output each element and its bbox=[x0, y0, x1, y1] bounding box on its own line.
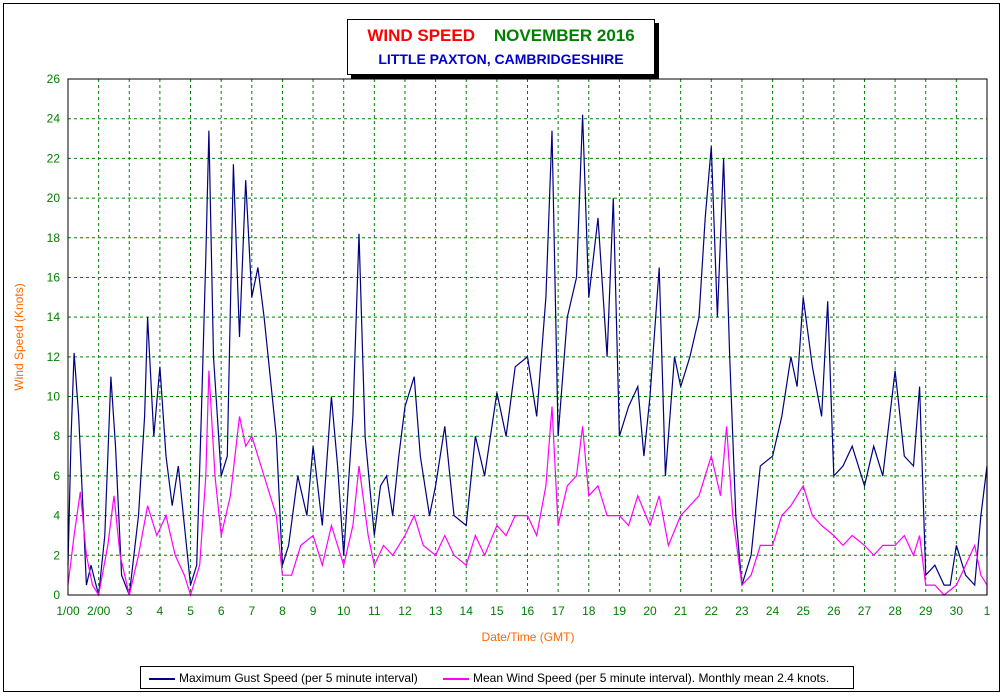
x-tick-label: 11 bbox=[368, 604, 381, 618]
y-tick-label: 10 bbox=[47, 390, 61, 404]
y-tick-label: 24 bbox=[47, 112, 61, 126]
x-tick-label: 22 bbox=[705, 604, 719, 618]
x-tick-label: 4 bbox=[157, 604, 164, 618]
y-tick-label: 12 bbox=[47, 350, 61, 364]
x-tick-label: 16 bbox=[521, 604, 535, 618]
x-tick-label: 30 bbox=[950, 604, 964, 618]
x-tick-label: 20 bbox=[643, 604, 657, 618]
x-tick-label: 21 bbox=[674, 604, 688, 618]
x-tick-label: 1 bbox=[984, 604, 991, 618]
x-tick-label: 17 bbox=[551, 604, 565, 618]
x-tick-label: 15 bbox=[490, 604, 504, 618]
x-tick-label: 13 bbox=[429, 604, 443, 618]
legend-label-mean: Mean Wind Speed (per 5 minute interval).… bbox=[473, 671, 830, 685]
y-tick-label: 14 bbox=[47, 310, 61, 324]
x-tick-label: 12 bbox=[398, 604, 412, 618]
chart-subtitle: LITTLE PAXTON, CAMBRIDGESHIRE bbox=[378, 51, 624, 67]
y-tick-label: 8 bbox=[53, 429, 60, 443]
y-tick-label: 20 bbox=[47, 191, 61, 205]
x-tick-label: 5 bbox=[187, 604, 194, 618]
x-tick-label: 1/00 bbox=[56, 604, 80, 618]
y-tick-label: 18 bbox=[47, 231, 61, 245]
legend-swatch-mean bbox=[443, 677, 469, 680]
chart-title: WIND SPEED NOVEMBER 2016 bbox=[348, 26, 654, 46]
x-tick-label: 6 bbox=[218, 604, 225, 618]
gust-series-line bbox=[67, 114, 988, 596]
x-tick-label: 14 bbox=[460, 604, 474, 618]
title-box: WIND SPEED NOVEMBER 2016 LITTLE PAXTON, … bbox=[347, 19, 655, 75]
x-tick-label: 28 bbox=[888, 604, 902, 618]
x-tick-labels: 1/00 2/00 3 4 5 6 7 8 9 10 11 12 13 14 15 16 17 18 19 20 21 2… bbox=[56, 604, 990, 618]
x-tick-label: 29 bbox=[919, 604, 933, 618]
legend-label-gust: Maximum Gust Speed (per 5 minute interva… bbox=[179, 671, 418, 685]
legend: Maximum Gust Speed (per 5 minute interva… bbox=[140, 666, 854, 689]
title-month: NOVEMBER 2016 bbox=[493, 26, 635, 45]
x-tick-label: 3 bbox=[126, 604, 133, 618]
y-tick-label: 26 bbox=[47, 72, 61, 86]
y-tick-label: 4 bbox=[53, 509, 60, 523]
y-tick-label: 16 bbox=[47, 270, 61, 284]
x-tick-label: 18 bbox=[582, 604, 596, 618]
x-tick-label: 19 bbox=[613, 604, 627, 618]
x-axis-title: Date/Time (GMT) bbox=[482, 630, 575, 644]
x-tick-label: 8 bbox=[279, 604, 286, 618]
y-tick-label: 22 bbox=[47, 151, 61, 165]
legend-swatch-gust bbox=[149, 677, 175, 680]
x-tick-label: 24 bbox=[766, 604, 780, 618]
y-tick-label: 6 bbox=[53, 469, 60, 483]
x-tick-label: 7 bbox=[248, 604, 255, 618]
legend-item-mean: Mean Wind Speed (per 5 minute interval).… bbox=[443, 671, 829, 685]
series-layer bbox=[67, 114, 988, 598]
title-wind-speed: WIND SPEED bbox=[367, 26, 475, 45]
y-tick-label: 0 bbox=[53, 588, 60, 602]
x-tick-label: 10 bbox=[337, 604, 351, 618]
x-tick-label: 26 bbox=[827, 604, 841, 618]
x-tick-label: 27 bbox=[858, 604, 872, 618]
x-tick-label: 2/00 bbox=[87, 604, 111, 618]
plot-border bbox=[67, 78, 988, 596]
legend-item-gust: Maximum Gust Speed (per 5 minute interva… bbox=[149, 671, 418, 685]
x-tick-label: 23 bbox=[735, 604, 749, 618]
mean-series-line bbox=[67, 370, 988, 598]
x-tick-label: 9 bbox=[310, 604, 317, 618]
y-tick-label: 2 bbox=[53, 548, 60, 562]
y-axis-title: Wind Speed (Knots) bbox=[12, 283, 26, 390]
x-tick-label: 25 bbox=[797, 604, 811, 618]
grid-lines bbox=[67, 78, 988, 596]
